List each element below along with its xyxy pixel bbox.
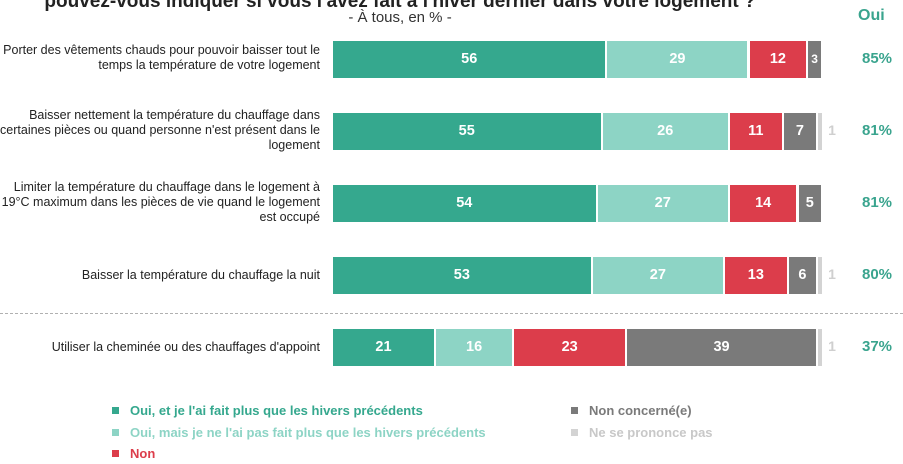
total-oui-value: 85% bbox=[861, 50, 893, 67]
bar-segment: 55 bbox=[333, 112, 603, 150]
bar-segment: 23 bbox=[514, 328, 627, 366]
bar-segment: 39 bbox=[627, 328, 819, 366]
category-label: Baisser la température du chauffage la n… bbox=[81, 268, 320, 282]
bar-segment: 13 bbox=[725, 256, 789, 294]
total-oui-value: 81% bbox=[861, 122, 893, 139]
bar-segment: 12 bbox=[749, 40, 809, 78]
category-label: Utiliser la cheminée ou des chauffages d… bbox=[51, 340, 320, 354]
legend-item: Oui, mais je ne l'ai pas fait plus que l… bbox=[112, 425, 486, 440]
legend-label: Oui, et je l'ai fait plus que les hivers… bbox=[130, 403, 423, 418]
oui-column-header: Oui bbox=[858, 7, 885, 24]
legend-item: Non concerné(e) bbox=[571, 403, 692, 418]
legend-swatch bbox=[571, 429, 578, 436]
legend-label: Oui, mais je ne l'ai pas fait plus que l… bbox=[130, 425, 486, 440]
bar-segment: 26 bbox=[602, 112, 730, 150]
bar-segment: 29 bbox=[607, 40, 750, 78]
bar-segment: 21 bbox=[333, 328, 436, 366]
legend-label: Ne se prononce pas bbox=[589, 425, 713, 440]
chart-title: pouvez-vous indiquer si vous l'avez fait… bbox=[44, 0, 756, 12]
legend-label: Non concerné(e) bbox=[589, 403, 692, 418]
legend-item: Oui, et je l'ai fait plus que les hivers… bbox=[112, 403, 423, 418]
bar-segment: 16 bbox=[435, 328, 515, 366]
legend-item: Non bbox=[112, 446, 155, 461]
legend-swatch bbox=[571, 407, 578, 414]
category-label: Porter des vêtements chauds pour pouvoir… bbox=[3, 43, 320, 72]
bar-segment: 54 bbox=[333, 184, 598, 222]
bar-segment-nsp bbox=[818, 256, 823, 294]
total-oui-value: 81% bbox=[861, 194, 893, 211]
dashed-separator bbox=[0, 313, 903, 314]
legend-swatch bbox=[112, 429, 119, 436]
bar-segment: 5 bbox=[798, 184, 823, 222]
data-label-nsp: 1 bbox=[828, 266, 836, 282]
bar-segment: 7 bbox=[783, 112, 819, 150]
data-label-nsp: 1 bbox=[828, 338, 836, 354]
bar-segment: 27 bbox=[592, 256, 725, 294]
bar-segment: 14 bbox=[729, 184, 799, 222]
bar-segment: 53 bbox=[333, 256, 593, 294]
total-oui-value: 37% bbox=[861, 338, 893, 355]
bar-segment: 11 bbox=[729, 112, 784, 150]
legend-swatch bbox=[112, 407, 119, 414]
bar-segment-nsp bbox=[818, 112, 823, 150]
bar-segment: 3 bbox=[808, 40, 823, 78]
data-label-nsp: 1 bbox=[828, 122, 836, 138]
total-oui-value: 80% bbox=[861, 266, 893, 283]
bar-segment-nsp bbox=[818, 328, 823, 366]
bar-segment: 27 bbox=[597, 184, 730, 222]
bar-segment: 56 bbox=[333, 40, 608, 78]
category-label: Baisser nettement la température du chau… bbox=[0, 108, 320, 152]
bar-segment: 6 bbox=[788, 256, 819, 294]
legend-item: Ne se prononce pas bbox=[571, 425, 713, 440]
chart-subtitle: - À tous, en % - bbox=[348, 9, 452, 26]
legend-swatch bbox=[112, 450, 119, 457]
category-label: Limiter la température du chauffage dans… bbox=[1, 180, 320, 224]
legend-label: Non bbox=[130, 446, 156, 461]
